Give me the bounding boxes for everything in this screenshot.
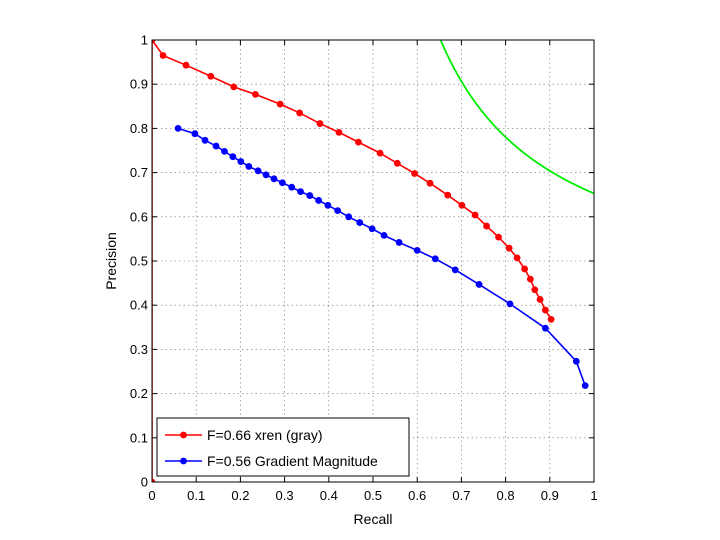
- series-0-point: [458, 201, 466, 209]
- x-tick-label: 0.4: [320, 488, 338, 503]
- series-1-point: [451, 266, 459, 274]
- axis-ticks: 0 0.1 0.2 0.3 0.4 0.5 0.6 0.7 0.8 0.9 1 0 0.1 0.2 0.3 0…: [130, 33, 598, 504]
- series-1-point: [368, 225, 376, 233]
- x-tick-label: 0.7: [452, 488, 470, 503]
- x-tick-label: 0.5: [364, 488, 382, 503]
- series-1-point: [297, 188, 304, 196]
- series-1-point: [334, 207, 342, 215]
- series-1-point: [541, 324, 549, 332]
- series-0-point: [521, 265, 529, 273]
- y-tick-label: 1: [141, 33, 148, 48]
- x-tick-label: 0.3: [276, 488, 294, 503]
- legend: F=0.66 xren (gray) F=0.56 Gradient Magni…: [156, 417, 410, 477]
- series-1-point: [237, 158, 245, 165]
- series-1-point: [315, 197, 323, 204]
- series-0-point: [335, 128, 343, 136]
- series-0-point: [536, 296, 544, 303]
- legend-box: [156, 417, 410, 477]
- y-axis-label: Precision: [103, 232, 119, 290]
- x-tick-label: 0.9: [541, 488, 559, 503]
- series-0-point: [376, 149, 384, 157]
- series-0-point: [152, 478, 156, 482]
- y-tick-label: 0.1: [130, 430, 148, 445]
- series-1-point: [324, 201, 332, 209]
- series-1-point: [413, 246, 421, 254]
- series-1-point: [245, 163, 253, 170]
- y-tick-label: 0.2: [130, 386, 148, 401]
- series-0-point: [531, 286, 539, 294]
- series-1-point: [262, 171, 270, 179]
- series-1-point: [270, 175, 278, 183]
- y-tick-label: 0.5: [130, 254, 148, 269]
- series-1-point: [201, 136, 209, 144]
- series-1-point: [278, 179, 286, 187]
- x-tick-label: 0.8: [497, 488, 515, 503]
- series-0-point: [182, 61, 190, 69]
- series-0-point: [483, 222, 490, 230]
- series-1-point: [229, 153, 237, 161]
- x-tick-label: 0.6: [408, 488, 426, 503]
- series-0-point: [505, 244, 513, 252]
- series-0-point: [541, 306, 549, 314]
- legend-swatch-marker-xren: [180, 431, 187, 439]
- series-0-point: [393, 159, 401, 167]
- series-1-point: [581, 382, 589, 390]
- series-1-point: [345, 213, 353, 221]
- series-1-point: [356, 219, 364, 226]
- y-tick-label: 0.9: [130, 77, 148, 92]
- y-tick-label: 0.6: [130, 209, 148, 224]
- series-0-point: [316, 120, 324, 127]
- series-1-point: [174, 124, 182, 132]
- x-axis-label: Recall: [354, 511, 393, 527]
- series-layer: [152, 40, 594, 482]
- series-0-point: [207, 72, 215, 80]
- y-tick-label: 0.4: [130, 298, 148, 313]
- series-0-point: [152, 40, 156, 44]
- series-0-point: [411, 170, 418, 177]
- legend-label-gradient: F=0.56 Gradient Magnitude: [207, 453, 378, 469]
- series-1-point: [572, 357, 580, 365]
- series-1-point: [191, 130, 199, 138]
- series-1-point: [506, 300, 514, 308]
- series-0-point: [159, 52, 167, 59]
- series-0-point: [471, 211, 479, 219]
- series-1-point: [306, 192, 314, 199]
- series-0-point: [276, 100, 284, 108]
- iso-f-curve: [439, 40, 594, 195]
- series-0-point: [547, 315, 555, 323]
- series-0-point: [444, 191, 452, 199]
- x-tick-label: 0.1: [187, 488, 205, 503]
- legend-label-xren: F=0.66 xren (gray): [207, 427, 323, 443]
- series-1-point: [254, 167, 262, 175]
- series-1-point: [288, 183, 296, 191]
- y-tick-label: 0: [141, 475, 148, 490]
- series-1-point: [431, 255, 439, 263]
- series-0-point: [426, 179, 434, 187]
- series-1-point: [221, 147, 228, 155]
- series-1-point: [380, 231, 388, 239]
- x-tick-label: 0.2: [231, 488, 249, 503]
- series-0-point: [513, 254, 521, 262]
- series-0-point: [526, 275, 534, 283]
- series-1-point: [212, 142, 220, 150]
- y-tick-label: 0.7: [130, 165, 148, 180]
- y-tick-label: 0.8: [130, 121, 148, 136]
- x-tick-label: 1: [590, 488, 597, 503]
- series-0-point: [296, 109, 304, 117]
- series-1-point: [395, 239, 403, 246]
- y-tick-label: 0.3: [130, 342, 148, 357]
- series-0-point: [230, 83, 238, 91]
- legend-swatch-marker-gradient: [180, 457, 187, 465]
- series-0-point: [252, 90, 259, 98]
- x-tick-label: 0: [148, 488, 155, 503]
- series-0-point: [355, 138, 362, 146]
- series-1-point: [475, 281, 483, 288]
- series-0-point: [495, 233, 502, 241]
